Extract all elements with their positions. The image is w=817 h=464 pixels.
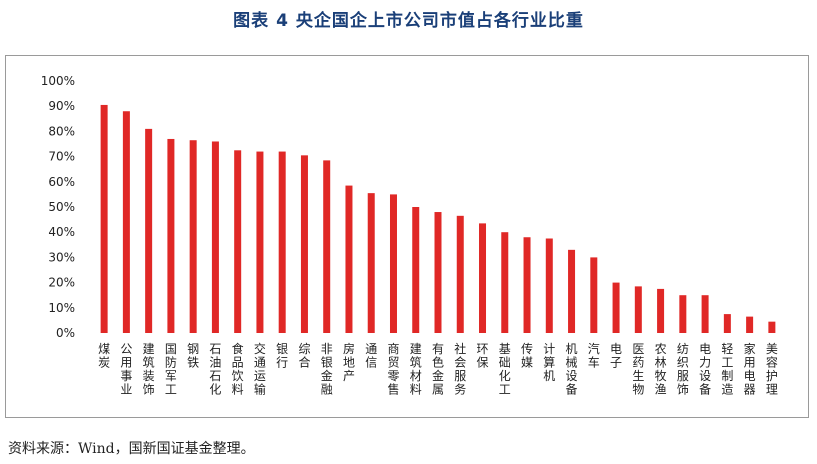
- x-category-label: 家用电器: [744, 341, 756, 397]
- x-category-label: 基础化工: [499, 342, 511, 397]
- bar: [234, 150, 242, 333]
- bar: [657, 288, 665, 333]
- x-axis-labels: 煤炭公用事业建筑装饰国防军工钢铁石油石化食品饮料交通运输银行综合非银金融房地产通…: [98, 341, 778, 397]
- chart-title: 图表 4 央企国企上市公司市值占各行业比重: [233, 11, 584, 31]
- bar: [345, 185, 353, 333]
- x-category-label: 银行: [276, 342, 288, 370]
- x-category-label: 食品饮料: [232, 341, 244, 397]
- bar: [723, 314, 731, 333]
- y-tick-label: 40%: [48, 225, 75, 239]
- x-category-label: 建筑材料: [410, 342, 422, 397]
- bar: [367, 193, 375, 333]
- x-category-label: 煤炭: [98, 342, 110, 370]
- x-category-label: 医药生物: [632, 342, 644, 397]
- x-category-label: 非银金融: [321, 342, 333, 397]
- x-category-label: 房地产: [343, 341, 355, 383]
- bar: [746, 316, 754, 333]
- bar: [634, 286, 642, 333]
- y-tick-label: 50%: [48, 200, 75, 214]
- x-category-label: 纺织服饰: [677, 342, 689, 397]
- bar: [145, 128, 153, 333]
- y-tick-label: 20%: [48, 276, 75, 290]
- y-tick-label: 90%: [48, 99, 75, 113]
- x-category-label: 石油石化: [209, 342, 221, 397]
- x-category-label: 钢铁: [187, 342, 199, 370]
- x-category-label: 传媒: [521, 341, 533, 370]
- y-tick-label: 70%: [48, 150, 75, 164]
- bar: [412, 207, 420, 333]
- bar: [122, 111, 130, 333]
- bar: [590, 257, 598, 333]
- bar: [523, 237, 531, 333]
- bar: [278, 151, 286, 333]
- bar: [568, 249, 576, 333]
- x-category-label: 交通运输: [254, 341, 266, 397]
- y-tick-label: 30%: [48, 250, 75, 264]
- x-category-label: 电子: [610, 342, 622, 370]
- x-category-label: 建筑装饰: [143, 342, 155, 397]
- bars: [100, 104, 776, 333]
- bar: [100, 104, 108, 333]
- x-category-label: 环保: [477, 342, 489, 370]
- x-category-label: 农林牧渔: [655, 342, 667, 397]
- x-category-label: 综合: [298, 342, 310, 370]
- bar: [189, 140, 197, 333]
- x-category-label: 商贸零售: [387, 341, 399, 397]
- x-category-label: 汽车: [588, 341, 600, 370]
- x-category-label: 社会服务: [454, 341, 466, 397]
- y-tick-label: 60%: [48, 175, 75, 189]
- y-tick-label: 80%: [48, 124, 75, 138]
- y-tick-label: 10%: [48, 301, 75, 315]
- bar: [701, 295, 709, 333]
- bar: [211, 141, 219, 333]
- x-category-label: 美容护理: [766, 342, 778, 397]
- bar: [300, 155, 308, 333]
- x-category-label: 公用事业: [120, 342, 132, 397]
- bar: [323, 160, 331, 333]
- x-category-label: 轻工制造: [721, 342, 733, 397]
- bar: [545, 238, 553, 333]
- x-category-label: 有色金属: [432, 342, 444, 397]
- bar: [167, 138, 175, 333]
- bar: [389, 194, 397, 333]
- bar: [434, 212, 442, 333]
- x-category-label: 机械设备: [566, 342, 578, 397]
- bar: [501, 232, 509, 333]
- y-tick-label: 100%: [41, 74, 75, 88]
- bar: [256, 151, 264, 333]
- chart-frame: [5, 55, 809, 418]
- bar: [456, 215, 464, 333]
- source-note: 资料来源：Wind，国新国证基金整理。: [8, 441, 255, 457]
- y-tick-label: 0%: [56, 326, 75, 340]
- bar: [612, 282, 620, 333]
- x-category-label: 国防军工: [165, 342, 177, 397]
- y-axis: 0% 10% 20% 30% 40% 50% 60% 70% 80% 90% 100%: [41, 74, 75, 340]
- bar: [768, 321, 776, 333]
- x-category-label: 电力设备: [699, 342, 711, 397]
- bar: [679, 295, 687, 333]
- bar-chart: 0% 10% 20% 30% 40% 50% 60% 70% 80% 90% 100% 煤炭公用事业…: [41, 74, 778, 397]
- bar: [479, 223, 487, 333]
- x-category-label: 计算机: [543, 342, 555, 383]
- x-category-label: 通信: [365, 342, 377, 370]
